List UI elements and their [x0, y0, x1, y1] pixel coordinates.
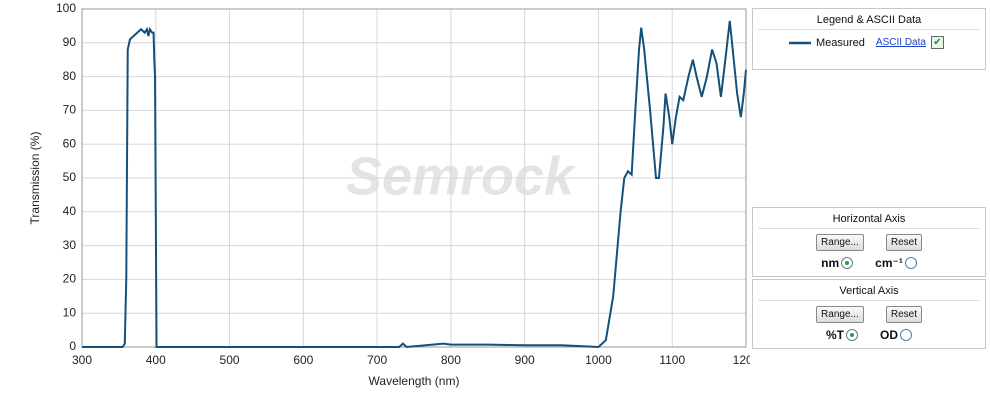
- cm-option[interactable]: cm⁻¹: [875, 256, 917, 270]
- legend-swatch: [789, 41, 811, 44]
- reset-button[interactable]: Reset: [885, 234, 922, 251]
- y-tick-label: 100: [56, 1, 76, 15]
- radio[interactable]: [900, 329, 912, 341]
- chart: Semrock Wavelength (nm) Transmission (%)…: [28, 1, 750, 388]
- option-label: OD: [880, 328, 898, 342]
- x-tick-label: 1100: [659, 353, 685, 367]
- od-option[interactable]: OD: [880, 328, 912, 342]
- y-tick-label: 0: [69, 339, 76, 353]
- radio[interactable]: [841, 257, 854, 269]
- legend-title: Legend & ASCII Data: [758, 9, 980, 30]
- y-tick-label: 10: [63, 305, 77, 319]
- y-tick-label: 30: [63, 238, 77, 252]
- nm-option[interactable]: nm: [821, 256, 854, 270]
- series-line: [82, 20, 747, 349]
- x-tick-label: 300: [72, 353, 92, 367]
- reset-button[interactable]: Reset: [885, 306, 922, 323]
- watermark: Semrock: [346, 146, 577, 206]
- x-tick-label: 600: [293, 353, 313, 367]
- radio[interactable]: [904, 257, 917, 269]
- y-tick-label: 20: [63, 272, 77, 286]
- horizontal-title: Horizontal Axis: [758, 208, 980, 229]
- y-tick-label: 90: [63, 35, 77, 49]
- t-option[interactable]: %T: [826, 328, 858, 342]
- option-label: nm: [821, 256, 840, 270]
- x-tick-label: 1200: [733, 353, 750, 367]
- legend-row: Measured ASCII Data ✔: [789, 36, 985, 49]
- x-tick-label: 400: [146, 353, 166, 367]
- x-tick-label: 700: [367, 353, 387, 367]
- range-button[interactable]: Range...: [816, 306, 864, 323]
- radio[interactable]: [846, 329, 858, 341]
- horizontal-panel: Horizontal Axis Range... Reset nm cm⁻¹: [752, 207, 986, 277]
- legend-panel: Legend & ASCII Data Measured ASCII Data …: [752, 8, 986, 70]
- legend-label: Measured: [816, 36, 865, 49]
- vertical-title: Vertical Axis: [758, 280, 980, 301]
- option-label: %T: [826, 328, 844, 342]
- x-tick-label: 900: [515, 353, 535, 367]
- y-tick-label: 60: [63, 136, 77, 150]
- vertical-panel: Vertical Axis Range... Reset %T OD: [752, 279, 986, 349]
- x-tick-label: 800: [441, 353, 461, 367]
- y-axis-label: Transmission (%): [28, 132, 42, 225]
- x-tick-label: 1000: [585, 353, 612, 367]
- y-tick-label: 40: [63, 204, 77, 218]
- range-button[interactable]: Range...: [816, 234, 864, 251]
- y-tick-label: 70: [63, 103, 77, 117]
- x-axis-label: Wavelength (nm): [369, 374, 460, 388]
- x-tick-label: 500: [220, 353, 240, 367]
- ascii-link[interactable]: ASCII Data: [875, 37, 926, 48]
- checkbox[interactable]: ✔: [930, 36, 944, 49]
- y-tick-label: 50: [63, 170, 77, 184]
- option-label: cm⁻¹: [875, 256, 903, 270]
- y-tick-label: 80: [63, 69, 77, 83]
